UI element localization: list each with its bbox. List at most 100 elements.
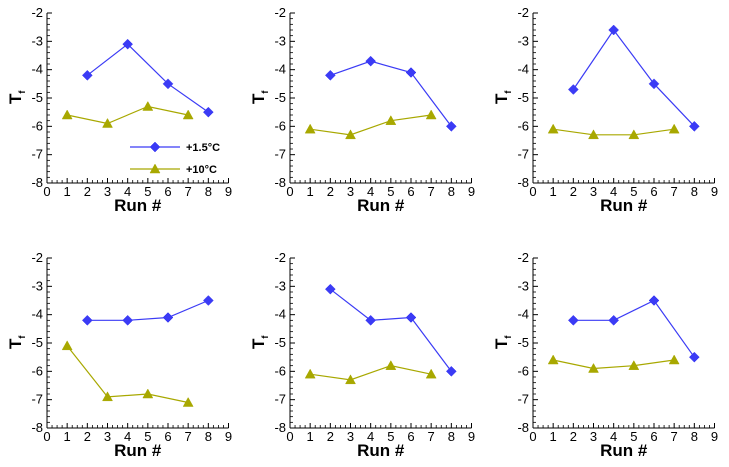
x-tick-label: 3 — [104, 184, 111, 199]
data-point — [61, 340, 73, 351]
x-tick-label: 8 — [205, 429, 212, 444]
x-tick-label: 4 — [610, 184, 617, 199]
y-tick-label: -8 — [517, 175, 529, 190]
x-tick-label: 9 — [468, 429, 475, 444]
y-tick-label: -3 — [517, 278, 529, 293]
x-tick-label: 7 — [185, 429, 192, 444]
y-axis-label: Tf — [6, 335, 27, 349]
y-tick-label: -8 — [274, 420, 286, 435]
y-tick-label: -3 — [274, 33, 286, 48]
y-tick-label: -8 — [31, 420, 43, 435]
x-tick-label: 1 — [307, 429, 314, 444]
series-line-2 — [66, 345, 189, 404]
legend-label: +10°C — [186, 164, 217, 176]
data-point — [102, 391, 113, 402]
x-tick-label: 2 — [327, 429, 334, 444]
data-point — [688, 351, 700, 363]
y-tick-label: -5 — [274, 90, 286, 105]
data-point — [405, 67, 417, 78]
x-tick-label: 1 — [64, 429, 71, 444]
data-point — [628, 129, 640, 140]
data-point — [345, 129, 356, 140]
data-point — [324, 283, 336, 295]
x-tick-label: 5 — [630, 429, 637, 444]
chart-panel-1: -8 -7 -6 -5 -4 -3 -2 0 1 2 3 4 5 6 7 8 9 Run # Tf +1.5°C +10… — [6, 5, 232, 215]
y-tick-label: -7 — [31, 392, 43, 407]
x-tick-label: 3 — [590, 184, 597, 199]
series-line-1 — [572, 28, 695, 127]
x-tick-label: 7 — [671, 429, 678, 444]
x-tick-label: 3 — [590, 429, 597, 444]
x-tick-label: 6 — [650, 184, 657, 199]
x-tick-label: 0 — [43, 184, 50, 199]
x-tick-label: 7 — [671, 184, 678, 199]
x-tick-label: 6 — [407, 184, 414, 199]
data-point — [648, 295, 660, 306]
data-point — [122, 38, 134, 50]
y-axis-label-subscript: f — [260, 335, 270, 339]
x-tick-label: 1 — [64, 184, 71, 199]
x-tick-label: 3 — [347, 429, 354, 444]
data-point — [405, 312, 417, 323]
data-point — [588, 362, 599, 373]
y-tick-label: -4 — [517, 307, 529, 322]
data-point — [304, 123, 316, 134]
data-point — [588, 129, 599, 140]
x-tick-label: 6 — [407, 429, 414, 444]
y-axis-label-main: T — [249, 93, 268, 104]
x-tick-label: 9 — [711, 429, 718, 444]
y-tick-label: -8 — [517, 420, 529, 435]
series-line-2 — [310, 365, 432, 381]
data-point — [142, 100, 154, 111]
y-tick-label: -4 — [274, 307, 286, 322]
chart-panel-6: -8 -7 -6 -5 -4 -3 -2 0 1 2 3 4 5 6 7 8 9 Run # Tf — [492, 250, 718, 460]
x-tick-label: 4 — [367, 184, 374, 199]
data-point — [162, 78, 174, 90]
y-tick-label: -5 — [517, 335, 529, 350]
x-tick-label: 9 — [711, 184, 718, 199]
data-point — [445, 120, 457, 132]
x-tick-label: 2 — [84, 184, 91, 199]
x-tick-label: 7 — [428, 429, 435, 444]
x-tick-label: 2 — [84, 429, 91, 444]
y-axis-label: Tf — [249, 335, 270, 349]
data-point — [547, 123, 559, 134]
x-tick-label: 8 — [448, 184, 455, 199]
data-point — [608, 24, 620, 36]
data-point — [688, 120, 700, 132]
data-point — [425, 109, 437, 120]
x-tick-label: 8 — [691, 429, 698, 444]
x-tick-label: 4 — [124, 184, 131, 199]
data-point — [365, 55, 377, 67]
x-tick-label: 5 — [387, 184, 394, 199]
y-tick-label: -2 — [517, 250, 529, 265]
y-tick-label: -3 — [274, 278, 286, 293]
series-line-2 — [67, 105, 189, 125]
data-point — [608, 314, 620, 326]
series-line-2 — [310, 114, 432, 136]
y-tick-label: -2 — [274, 5, 286, 20]
series-line-2 — [553, 128, 675, 136]
x-tick-label: 7 — [185, 184, 192, 199]
y-axis-label-subscript: f — [17, 90, 27, 94]
data-point — [425, 368, 437, 379]
x-tick-label: 4 — [367, 429, 374, 444]
y-tick-label: -4 — [274, 62, 286, 77]
data-point — [182, 396, 194, 407]
data-point — [567, 84, 579, 95]
data-point — [81, 314, 93, 326]
y-tick-label: -8 — [31, 175, 43, 190]
x-tick-label: 9 — [225, 184, 232, 199]
x-tick-label: 1 — [307, 184, 314, 199]
y-tick-label: -7 — [274, 392, 286, 407]
x-tick-label: 2 — [570, 184, 577, 199]
x-axis-label: Run # — [114, 196, 162, 215]
x-axis-label: Run # — [114, 441, 162, 460]
y-axis-label-subscript: f — [17, 335, 27, 339]
data-point — [567, 314, 579, 326]
series-line-1 — [573, 299, 695, 358]
legend-marker — [149, 163, 161, 174]
x-tick-label: 0 — [529, 184, 536, 199]
